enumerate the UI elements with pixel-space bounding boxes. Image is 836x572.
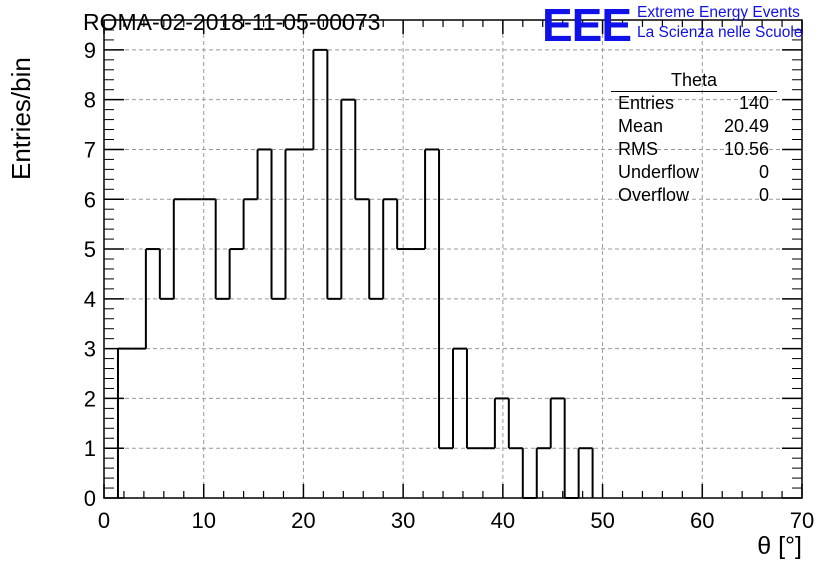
x-tick-label: 70 — [790, 508, 814, 533]
y-tick-label: 2 — [84, 386, 96, 411]
y-tick-label: 9 — [84, 38, 96, 63]
tick-labels: 0 10 20 30 40 50 60 70 0 1 2 3 4 5 6 7 8 9 — [84, 38, 814, 533]
y-tick-label: 1 — [84, 436, 96, 461]
stats-title: Theta — [611, 70, 777, 92]
y-tick-label: 3 — [84, 337, 96, 362]
y-tick-label: 8 — [84, 88, 96, 113]
x-tick-label: 50 — [590, 508, 614, 533]
stats-box: Theta Entries 140 Mean 20.49 RMS 10.56 U… — [611, 70, 777, 207]
stats-value: 0 — [758, 185, 769, 205]
logo-caption-line1: Extreme Energy Events — [637, 4, 800, 21]
x-axis-label: θ [°] — [757, 532, 802, 560]
stats-value: 0 — [758, 162, 769, 182]
y-tick-label: 4 — [84, 287, 96, 312]
stats-row-rms: RMS 10.56 — [611, 138, 777, 161]
y-axis-label: Entries/bin — [6, 57, 36, 180]
y-tick-label: 7 — [84, 137, 96, 162]
y-tick-label: 0 — [84, 486, 96, 511]
y-tick-label: 6 — [84, 187, 96, 212]
stats-value: 10.56 — [723, 139, 769, 159]
x-tick-label: 0 — [98, 508, 110, 533]
stats-row-overflow: Overflow 0 — [611, 184, 777, 207]
stats-row-entries: Entries 140 — [611, 92, 777, 115]
x-tick-label: 20 — [291, 508, 315, 533]
stats-value: 20.49 — [723, 116, 769, 136]
axis-ticks — [103, 19, 803, 499]
stats-label: Entries — [618, 93, 675, 113]
logo-caption-line2: La Scienza nelle Scuole — [637, 24, 803, 41]
stats-label: Mean — [618, 116, 664, 136]
stats-label: Underflow — [618, 162, 700, 182]
stats-label: RMS — [618, 139, 658, 159]
x-tick-label: 30 — [391, 508, 415, 533]
x-tick-label: 10 — [191, 508, 215, 533]
stats-row-mean: Mean 20.49 — [611, 115, 777, 138]
x-tick-label: 40 — [491, 508, 515, 533]
stats-value: 140 — [738, 93, 769, 113]
stats-row-underflow: Underflow 0 — [611, 161, 777, 184]
logo-caption: Extreme Energy Events La Scienza nelle S… — [637, 3, 802, 43]
plot-title: ROMA-02-2018-11-05-00073 — [83, 9, 381, 35]
grid-lines — [104, 20, 802, 498]
histogram-series — [116, 48, 594, 499]
x-tick-label: 60 — [690, 508, 714, 533]
stats-label: Overflow — [618, 185, 690, 205]
y-tick-label: 5 — [84, 237, 96, 262]
eee-logo: EEE — [542, 0, 632, 51]
